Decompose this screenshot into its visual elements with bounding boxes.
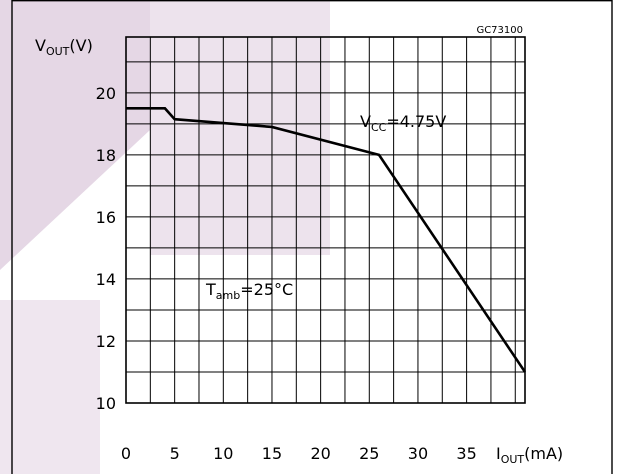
x-tick-label: 25 bbox=[359, 444, 379, 463]
x-tick-label: 0 bbox=[121, 444, 131, 463]
y-tick-label: 10 bbox=[96, 394, 116, 413]
x-tick-label: 5 bbox=[170, 444, 180, 463]
y-tick-label: 12 bbox=[96, 332, 116, 351]
y-tick-label: 18 bbox=[96, 146, 116, 165]
y-tick-label: 14 bbox=[96, 270, 116, 289]
x-tick-label: 20 bbox=[310, 444, 330, 463]
vcc-annotation: VCC=4.75V bbox=[360, 112, 446, 134]
x-tick-label: 10 bbox=[213, 444, 233, 463]
tamb-annotation: Tamb=25°C bbox=[205, 280, 293, 302]
y-tick-label: 16 bbox=[96, 208, 116, 227]
y-tick-label: 20 bbox=[96, 84, 116, 103]
x-tick-label: 30 bbox=[408, 444, 428, 463]
figure-code: GC73100 bbox=[476, 25, 523, 36]
x-tick-label: 35 bbox=[456, 444, 476, 463]
x-axis-label: IOUT(mA) bbox=[496, 444, 563, 466]
x-tick-label: 15 bbox=[262, 444, 282, 463]
